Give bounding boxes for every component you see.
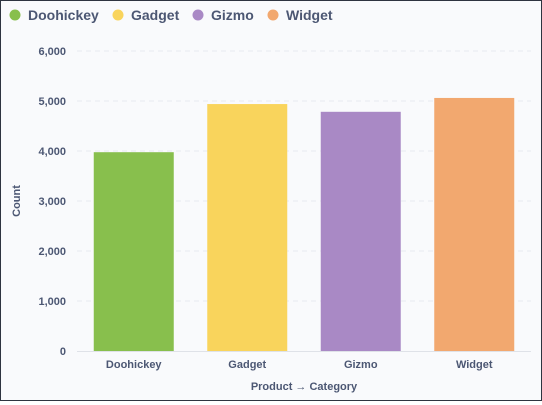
legend: Doohickey Gadget Gizmo Widget [9, 7, 333, 23]
bars [93, 97, 515, 351]
x-tick-label: Doohickey [106, 359, 163, 371]
y-axis-title: Count [11, 185, 23, 217]
bar-widget[interactable] [434, 97, 515, 351]
legend-item-widget[interactable]: Widget [267, 7, 333, 23]
bar-gadget[interactable] [207, 104, 288, 351]
y-tick-label: 6,000 [38, 46, 66, 58]
bar-doohickey[interactable] [93, 152, 174, 351]
y-tick-label: 5,000 [38, 96, 66, 108]
legend-item-gadget[interactable]: Gadget [112, 7, 180, 23]
legend-swatch [112, 9, 124, 21]
legend-swatch [9, 9, 21, 21]
legend-item-doohickey[interactable]: Doohickey [9, 7, 100, 23]
y-tick-label: 4,000 [38, 146, 66, 158]
y-tick-label: 2,000 [38, 246, 66, 258]
legend-swatch [192, 9, 204, 21]
legend-item-gizmo[interactable]: Gizmo [192, 7, 254, 23]
legend-label: Widget [286, 7, 333, 23]
x-tick-label: Gadget [228, 359, 266, 371]
y-tick-label: 1,000 [38, 296, 66, 308]
bar-gizmo[interactable] [320, 111, 401, 351]
legend-swatch [267, 9, 279, 21]
legend-label: Gadget [131, 7, 180, 23]
x-axis-title: Product → Category [251, 381, 358, 393]
x-tick-label: Gizmo [344, 359, 378, 371]
x-tick-label: Widget [456, 359, 493, 371]
y-tick-label: 0 [60, 346, 66, 358]
y-axis-ticks: 0 1,000 2,000 3,000 4,000 5,000 6,000 [38, 46, 66, 358]
legend-label: Doohickey [28, 7, 99, 23]
y-tick-label: 3,000 [38, 196, 66, 208]
legend-label: Gizmo [211, 7, 254, 23]
x-axis-ticks: Doohickey Gadget Gizmo Widget [106, 359, 493, 371]
